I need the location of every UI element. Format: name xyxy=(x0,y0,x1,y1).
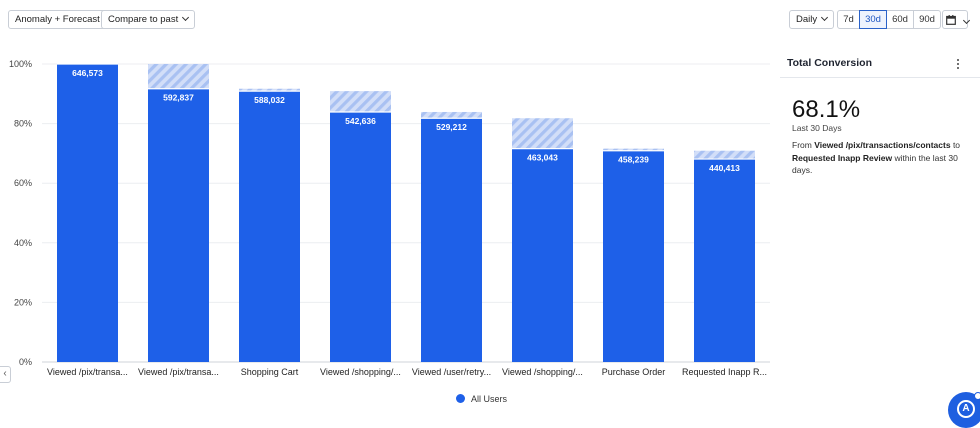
bar-value-label: 463,043 xyxy=(527,153,558,163)
y-tick-label: 40% xyxy=(14,238,32,248)
notification-dot xyxy=(974,392,980,400)
desc-from: From xyxy=(792,140,815,150)
dropoff-bar[interactable] xyxy=(694,150,755,160)
dropoff-bar[interactable] xyxy=(603,148,664,151)
x-category-label[interactable]: Viewed /shopping/... xyxy=(502,367,583,377)
conversion-bar[interactable] xyxy=(330,111,391,362)
y-tick-label: 20% xyxy=(14,297,32,307)
chevron-down-icon xyxy=(182,13,190,22)
conversion-bar[interactable] xyxy=(239,91,300,363)
y-tick-label: 100% xyxy=(9,59,32,69)
x-category-label[interactable]: Shopping Cart xyxy=(241,367,299,377)
legend-swatch xyxy=(456,394,465,404)
conversion-bar[interactable] xyxy=(148,88,209,362)
assistant-button[interactable]: A xyxy=(948,392,980,428)
conversion-bar[interactable] xyxy=(57,64,118,362)
y-tick-label: 60% xyxy=(14,178,32,188)
range-90d-button[interactable]: 90d xyxy=(913,10,941,29)
conversion-bar[interactable] xyxy=(694,159,755,362)
legend-label: All Users xyxy=(471,394,508,404)
y-tick-label: 0% xyxy=(19,357,32,367)
bar-value-label: 542,636 xyxy=(345,116,376,126)
calendar-dropdown[interactable] xyxy=(942,10,971,29)
bar-value-label: 529,212 xyxy=(436,122,467,132)
chevron-down-icon xyxy=(821,13,829,22)
compare-to-past-button[interactable]: Compare to past xyxy=(101,10,196,29)
panel-divider xyxy=(780,77,980,78)
dropoff-bar[interactable] xyxy=(421,111,482,119)
conversion-bar[interactable] xyxy=(603,150,664,362)
more-options-icon[interactable] xyxy=(957,59,960,71)
x-category-label[interactable]: Viewed /user/retry... xyxy=(412,367,491,377)
assistant-icon: A xyxy=(957,400,975,418)
bar-value-label: 458,239 xyxy=(618,155,649,165)
y-tick-label: 80% xyxy=(14,119,32,129)
panel-title: Total Conversion xyxy=(787,57,872,69)
range-30d-button[interactable]: 30d xyxy=(859,10,887,29)
dropoff-bar[interactable] xyxy=(148,64,209,89)
dropoff-bar[interactable] xyxy=(330,91,391,112)
range-7d-button[interactable]: 7d xyxy=(837,10,860,29)
scroll-left-button[interactable]: ‹ xyxy=(0,366,11,383)
dropoff-bar[interactable] xyxy=(239,88,300,92)
x-category-label[interactable]: Purchase Order xyxy=(602,367,666,377)
x-category-label[interactable]: Viewed /pix/transa... xyxy=(47,367,128,377)
anomaly-forecast-button[interactable]: Anomaly + Forecast xyxy=(8,10,107,29)
bar-value-label: 592,837 xyxy=(163,93,194,103)
x-category-label[interactable]: Viewed /shopping/... xyxy=(320,367,401,377)
desc-end-event: Requested Inapp Review xyxy=(792,152,893,163)
interval-label: Daily xyxy=(796,14,818,25)
conversion-bar[interactable] xyxy=(512,148,573,362)
x-category-label[interactable]: Viewed /pix/transa... xyxy=(138,367,219,377)
interval-dropdown[interactable]: Daily xyxy=(789,10,835,29)
x-category-label[interactable]: Requested Inapp R... xyxy=(682,367,767,377)
conversion-value: 68.1% xyxy=(792,96,861,123)
desc-start-event: Viewed /pix/transactions/contacts xyxy=(814,140,951,150)
funnel-chart: 0% 20% 40% 60% 80% 100% 646,573 Viewed /pix/tr… xyxy=(9,59,770,377)
desc-tail: within the last 30 days. xyxy=(792,152,958,176)
dropoff-bar[interactable] xyxy=(512,118,573,149)
bar-value-label: 646,573 xyxy=(72,68,103,78)
conversion-period: Last 30 Days xyxy=(792,123,842,133)
compare-to-past-label: Compare to past xyxy=(108,14,179,25)
conversion-description: From Viewed /pix/transactions/contacts t… xyxy=(792,139,977,177)
bar-value-label: 588,032 xyxy=(254,95,285,105)
bar-value-label: 440,413 xyxy=(709,163,740,173)
chevron-down-icon xyxy=(962,16,971,25)
desc-to: to xyxy=(950,140,961,150)
range-60d-button[interactable]: 60d xyxy=(886,10,914,29)
conversion-bar[interactable] xyxy=(421,118,482,363)
chart-legend[interactable]: All Users xyxy=(456,394,507,404)
calendar-icon xyxy=(946,15,956,25)
